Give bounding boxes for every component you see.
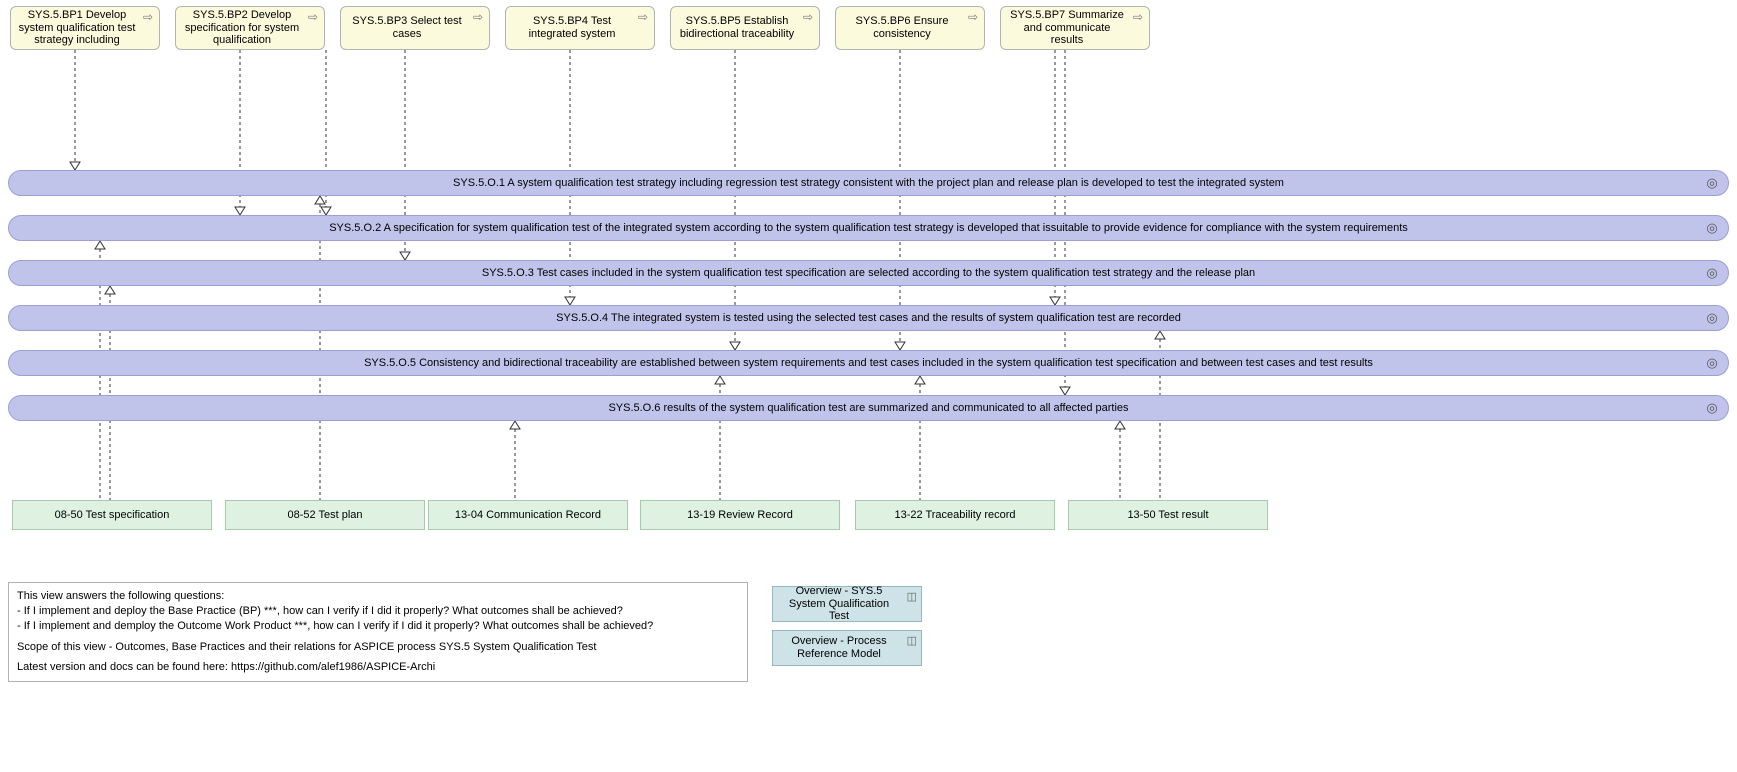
product-box-5: 13-22 Traceability record [855,500,1055,530]
bp-label: SYS.5.BP7 Summarize and communicate resu… [1007,9,1127,47]
bp-box-6: SYS.5.BP6 Ensure consistency ⇨ [835,6,985,50]
product-label: 08-52 Test plan [287,509,362,521]
info-line: - If I implement and deploy the Base Pra… [17,604,739,619]
info-line: Scope of this view - Outcomes, Base Prac… [17,640,739,655]
outcome-label: SYS.5.O.4 The integrated system is teste… [556,312,1181,324]
product-label: 13-19 Review Record [687,509,793,521]
info-text-box: This view answers the following question… [8,582,748,682]
info-line: This view answers the following question… [17,589,739,604]
link-label: Overview - Process Reference Model [779,635,899,660]
bp-label: SYS.5.BP4 Test integrated system [512,15,632,40]
outcome-label: SYS.5.O.1 A system qualification test st… [453,177,1284,189]
bp-box-3: SYS.5.BP3 Select test cases ⇨ [340,6,490,50]
arrow-icon: ⇨ [966,11,980,21]
bp-box-7: SYS.5.BP7 Summarize and communicate resu… [1000,6,1150,50]
outcome-bar-1: SYS.5.O.1 A system qualification test st… [8,170,1729,196]
bp-label: SYS.5.BP5 Establish bidirectional tracea… [677,15,797,40]
outcome-label: SYS.5.O.6 results of the system qualific… [608,402,1128,414]
target-icon: ◎ [1704,175,1720,191]
target-icon: ◎ [1704,355,1720,371]
product-box-1: 08-50 Test specification [12,500,212,530]
outcome-label: SYS.5.O.2 A specification for system qua… [329,222,1408,234]
bp-box-4: SYS.5.BP4 Test integrated system ⇨ [505,6,655,50]
target-icon: ◎ [1704,310,1720,326]
bp-label: SYS.5.BP2 Develop specification for syst… [182,9,302,47]
product-label: 13-04 Communication Record [455,509,601,521]
outcome-bar-6: SYS.5.O.6 results of the system qualific… [8,395,1729,421]
bp-box-1: SYS.5.BP1 Develop system qualification t… [10,6,160,50]
arrow-icon: ⇨ [306,11,320,21]
outcome-bar-5: SYS.5.O.5 Consistency and bidirectional … [8,350,1729,376]
product-label: 13-50 Test result [1127,509,1208,521]
outcome-label: SYS.5.O.3 Test cases included in the sys… [482,267,1255,279]
arrow-icon: ⇨ [471,11,485,21]
link-label: Overview - SYS.5 System Qualification Te… [779,585,899,623]
bp-label: SYS.5.BP6 Ensure consistency [842,15,962,40]
outcome-bar-4: SYS.5.O.4 The integrated system is teste… [8,305,1729,331]
target-icon: ◎ [1704,265,1720,281]
arrow-icon: ⇨ [141,11,155,21]
bp-box-5: SYS.5.BP5 Establish bidirectional tracea… [670,6,820,50]
outcome-bar-2: SYS.5.O.2 A specification for system qua… [8,215,1729,241]
bp-box-2: SYS.5.BP2 Develop specification for syst… [175,6,325,50]
product-label: 08-50 Test specification [55,509,170,521]
info-line: - If I implement and demploy the Outcome… [17,619,739,634]
outcome-bar-3: SYS.5.O.3 Test cases included in the sys… [8,260,1729,286]
arrow-icon: ⇨ [636,11,650,21]
diagram-icon: ◫ [907,635,917,648]
arrow-icon: ⇨ [801,11,815,21]
target-icon: ◎ [1704,400,1720,416]
product-box-2: 08-52 Test plan [225,500,425,530]
product-box-4: 13-19 Review Record [640,500,840,530]
product-box-6: 13-50 Test result [1068,500,1268,530]
product-label: 13-22 Traceability record [894,509,1015,521]
outcome-label: SYS.5.O.5 Consistency and bidirectional … [364,357,1373,369]
bp-label: SYS.5.BP3 Select test cases [347,15,467,40]
link-overview-sys5[interactable]: Overview - SYS.5 System Qualification Te… [772,586,922,622]
arrow-icon: ⇨ [1131,11,1145,21]
bp-label: SYS.5.BP1 Develop system qualification t… [17,9,137,47]
diagram-icon: ◫ [907,591,917,604]
info-line: Latest version and docs can be found her… [17,660,739,675]
link-overview-prm[interactable]: Overview - Process Reference Model ◫ [772,630,922,666]
product-box-3: 13-04 Communication Record [428,500,628,530]
target-icon: ◎ [1704,220,1720,236]
